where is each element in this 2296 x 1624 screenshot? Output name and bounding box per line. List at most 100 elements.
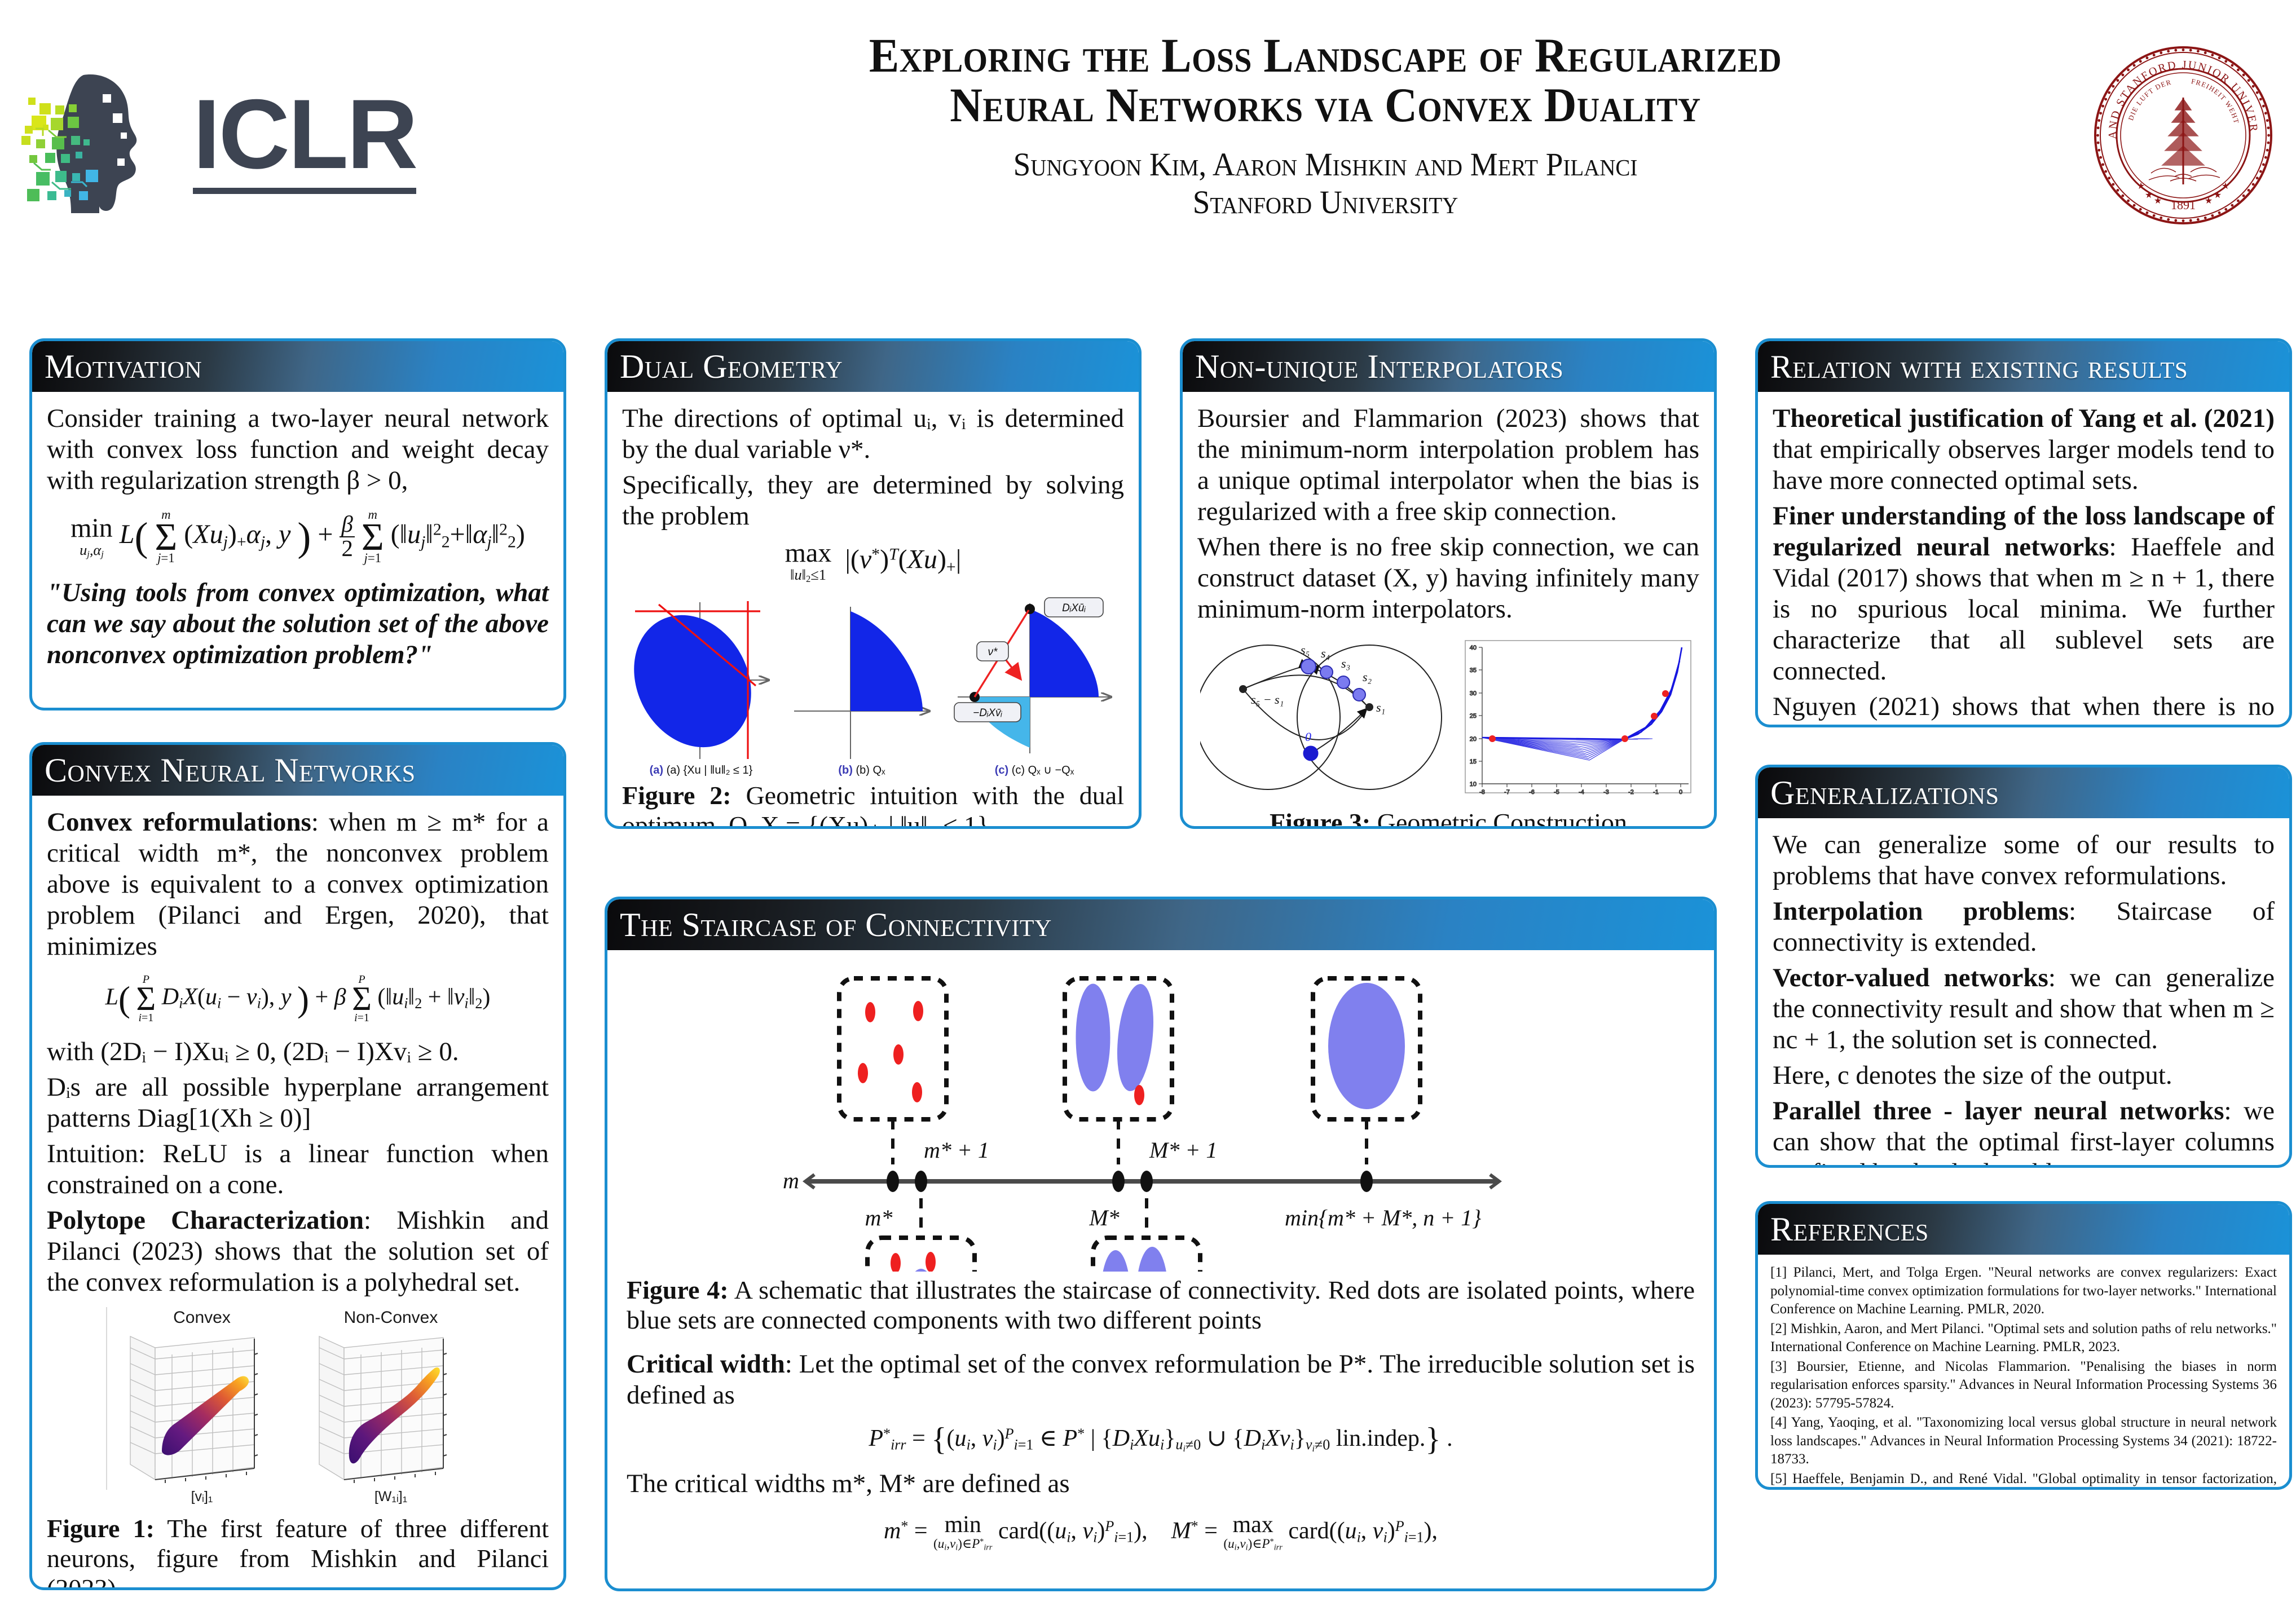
staircase-after-eq: The critical widths m*, M* are defined a… bbox=[627, 1469, 1070, 1499]
reference-item: [5] Haeffele, Benjamin D., and René Vida… bbox=[1770, 1471, 2277, 1486]
panel-dualgeom-title: Dual Geometry bbox=[620, 347, 843, 385]
panel-convexnn-header: Convex Neural Networks bbox=[32, 745, 563, 796]
figure-3-content: s₅ s₄ s₃ s₂ s₁ s₅ − s₁ 0 bbox=[1200, 640, 1691, 796]
figure-4-mixed-set-4 bbox=[891, 1252, 936, 1272]
panel-staircase-of-connectivity: The Staircase of Connectivity bbox=[605, 897, 1717, 1591]
figure-1-left-title: Convex bbox=[173, 1308, 231, 1327]
poster-affiliation: Stanford University bbox=[1192, 184, 1458, 221]
figure-1-left-surface bbox=[162, 1376, 249, 1455]
convexnn-polytope-rest: : Mishkin and Pilanci (2023) shows that … bbox=[47, 1205, 549, 1297]
gen-block-2-rest: : Staircase of connectivity is extended. bbox=[1773, 896, 2275, 957]
convexnn-lead-bold: Convex reformulations bbox=[47, 807, 311, 837]
gen-block-1: We can generalize some of our results to… bbox=[1773, 830, 2275, 890]
svg-text:0: 0 bbox=[1679, 789, 1682, 796]
gen-block-3-bold: Vector-valued networks bbox=[1773, 963, 2048, 992]
iclr-head-icon bbox=[21, 74, 137, 213]
staircase-critical-width: Critical width: Let the optimal set of t… bbox=[627, 1349, 1695, 1411]
figure-3-caption: Figure 3: Geometric Construction bbox=[1197, 807, 1699, 829]
figure-4-box-4 bbox=[865, 1235, 977, 1272]
figure-2-caption-label: Figure 2: bbox=[622, 781, 731, 810]
convexnn-after-3: Intuition: ReLU is a linear function whe… bbox=[47, 1138, 549, 1199]
figure-2a-label: (a) {Xu | ‖u‖₂ ≤ 1} bbox=[667, 764, 753, 776]
figure-4-axis-label: m bbox=[783, 1168, 799, 1193]
panel-dualgeom-header: Dual Geometry bbox=[607, 341, 1139, 392]
figure-2-panels: (a) (a) {Xu | ‖u‖₂ ≤ 1} (b) (b) Qₓ bbox=[634, 597, 1121, 776]
panel-relation-title: Relation with existing results bbox=[1770, 348, 2188, 385]
figure-3: s₅ s₄ s₃ s₂ s₁ s₅ − s₁ 0 bbox=[1197, 633, 1699, 802]
figure-2b: (b) (b) Qₓ bbox=[794, 607, 929, 776]
gen-block-5-bold: Parallel three - layer neural networks bbox=[1773, 1096, 2224, 1126]
motivation-quote: "Using tools from convex optimization, w… bbox=[47, 578, 549, 670]
svg-text:★: ★ bbox=[2137, 182, 2145, 191]
panel-generalizations-title: Generalizations bbox=[1770, 774, 1999, 811]
figure-3-label-s2: s₂ bbox=[1363, 670, 1372, 684]
convexnn-after-1: with (2Dᵢ − I)Xuᵢ ≥ 0, (2Dᵢ − I)Xvᵢ ≥ 0. bbox=[47, 1036, 459, 1066]
title-block: Exploring the Loss Landscape of Regulari… bbox=[564, 28, 2087, 221]
panel-motivation-body: Consider training a two-layer neural net… bbox=[32, 392, 563, 686]
relation-block-2: Finer understanding of the loss landscap… bbox=[1773, 501, 2275, 687]
svg-text:25: 25 bbox=[1470, 713, 1477, 720]
panel-generalizations: Generalizations We can generalize some o… bbox=[1755, 765, 2292, 1168]
poster-title-line-1: Exploring the Loss Landscape of Regulari… bbox=[869, 28, 1782, 82]
svg-text:20: 20 bbox=[1470, 736, 1477, 743]
gen-block-4: Here, c denotes the size of the output. bbox=[1773, 1060, 2172, 1090]
relation-block-1-rest: that empirically observes larger models … bbox=[1773, 434, 2275, 495]
figure-3-caption-label: Figure 3: bbox=[1269, 807, 1371, 829]
figure-4-caption-text: A schematic that illustrates the stairca… bbox=[627, 1276, 1695, 1335]
gen-block-2: Interpolation problems: Staircase of con… bbox=[1773, 896, 2275, 958]
staircase-equation-widths: m* = min (ui,vi)∈P*irr card((ui, vi)Pi=1)… bbox=[883, 1512, 1438, 1552]
figure-1-right-xlabel: [W₁ᵢ]₁ bbox=[374, 1489, 407, 1504]
panel-relation-header: Relation with existing results bbox=[1758, 341, 2289, 392]
reference-item: [1] Pilanci, Mert, and Tolga Ergen. "Neu… bbox=[1770, 1265, 2277, 1317]
panel-references-title: References bbox=[1770, 1210, 1929, 1248]
figure-3-label-s5: s₅ bbox=[1301, 643, 1310, 657]
svg-text:40: 40 bbox=[1470, 645, 1477, 651]
svg-text:LELAND STANFORD JUNIOR UNIVERS: LELAND STANFORD JUNIOR UNIVERSITY bbox=[2090, 42, 2260, 139]
convexnn-lead: Convex reformulations: when m ≥ m* for a… bbox=[47, 807, 549, 962]
gen-block-5-rest: : we can show that the optimal first-lay… bbox=[1773, 1096, 2275, 1165]
figure-2c-tag-nu: ν* bbox=[988, 646, 998, 658]
svg-text:(c) (c) Qₓ ∪ −Qₓ: (c) (c) Qₓ ∪ −Qₓ bbox=[995, 764, 1074, 776]
figure-4-connected-set-3 bbox=[1328, 983, 1405, 1109]
figure-4-connected-sets-2 bbox=[1076, 983, 1153, 1092]
relation-block-1: Theoretical justification of Yang et al.… bbox=[1773, 403, 2275, 496]
panel-staircase-title: The Staircase of Connectivity bbox=[620, 906, 1052, 943]
figure-3-label-origin: 0 bbox=[1305, 730, 1311, 744]
staircase-equation-irr: P*irr = {(ui, vi)Pi=1 ∈ P* | {DiXui}ui≠0… bbox=[869, 1421, 1453, 1457]
figure-4-tick-below-3: min{m* + M*, n + 1} bbox=[1285, 1205, 1481, 1230]
panel-references-body: [1] Pilanci, Mert, and Tolga Ergen. "Neu… bbox=[1758, 1255, 2289, 1487]
figure-1-plots: Convex Non-Convex bbox=[103, 1303, 492, 1507]
figure-2c: DᵢXūᵢ ν* −DᵢXv̄ᵢ (c) (c) Qₓ ∪ −Qₓ bbox=[954, 597, 1111, 776]
figure-2a: (a) (a) {Xu | ‖u‖₂ ≤ 1} bbox=[634, 601, 774, 776]
figure-1-left-xlabel: [vᵢ]₁ bbox=[191, 1489, 213, 1504]
svg-text:-7: -7 bbox=[1504, 789, 1510, 796]
figure-1-caption-label: Figure 1: bbox=[47, 1513, 155, 1543]
figure-4-schematic: m m* + 1 M* + 1 m* M* min{m* + M*, n + 1… bbox=[783, 976, 1502, 1272]
staircase-critical-bold: Critical width bbox=[627, 1349, 785, 1379]
panel-dual-geometry: Dual Geometry The directions of optimal … bbox=[605, 338, 1142, 829]
figure-3-data-points bbox=[1489, 690, 1669, 742]
seal-motto-right: FREIHEIT WEHT bbox=[2191, 77, 2240, 125]
gen-block-5: Parallel three - layer neural networks: … bbox=[1773, 1096, 2275, 1165]
panel-references-header: References bbox=[1758, 1204, 2289, 1255]
figure-1: Convex Non-Convex bbox=[47, 1303, 549, 1507]
figure-2-caption: Figure 2: Geometric intuition with the d… bbox=[622, 780, 1124, 826]
iclr-underline bbox=[193, 187, 417, 194]
panel-relation-body: Theoretical justification of Yang et al.… bbox=[1758, 392, 2289, 725]
convexnn-after-2: Dᵢs are all possible hyperplane arrangem… bbox=[47, 1072, 549, 1133]
figure-2c-tag-dxv: −DᵢXv̄ᵢ bbox=[973, 707, 1002, 719]
figure-1-right-title: Non-Convex bbox=[344, 1308, 438, 1327]
dualgeom-equation: max ‖u‖2≤1 |(ν*)T(Xu)+| bbox=[785, 537, 962, 585]
panel-relation-with-existing-results: Relation with existing results Theoretic… bbox=[1755, 338, 2292, 727]
figure-2c-label: (c) Qₓ ∪ −Qₓ bbox=[1012, 764, 1074, 776]
figure-3-label-s3: s₃ bbox=[1341, 656, 1350, 670]
svg-text:-5: -5 bbox=[1554, 789, 1559, 796]
relation-block-2-bold: Finer understanding of the loss landscap… bbox=[1773, 501, 2275, 562]
figure-4: m m* + 1 M* + 1 m* M* min{m* + M*, n + 1… bbox=[627, 956, 1695, 1272]
svg-text:★: ★ bbox=[2222, 182, 2229, 191]
svg-text:15: 15 bbox=[1470, 758, 1477, 765]
svg-text:★: ★ bbox=[2154, 196, 2162, 206]
reference-item: [3] Boursier, Etienne, and Nicolas Flamm… bbox=[1770, 1358, 2277, 1411]
svg-text:★: ★ bbox=[2205, 196, 2213, 206]
